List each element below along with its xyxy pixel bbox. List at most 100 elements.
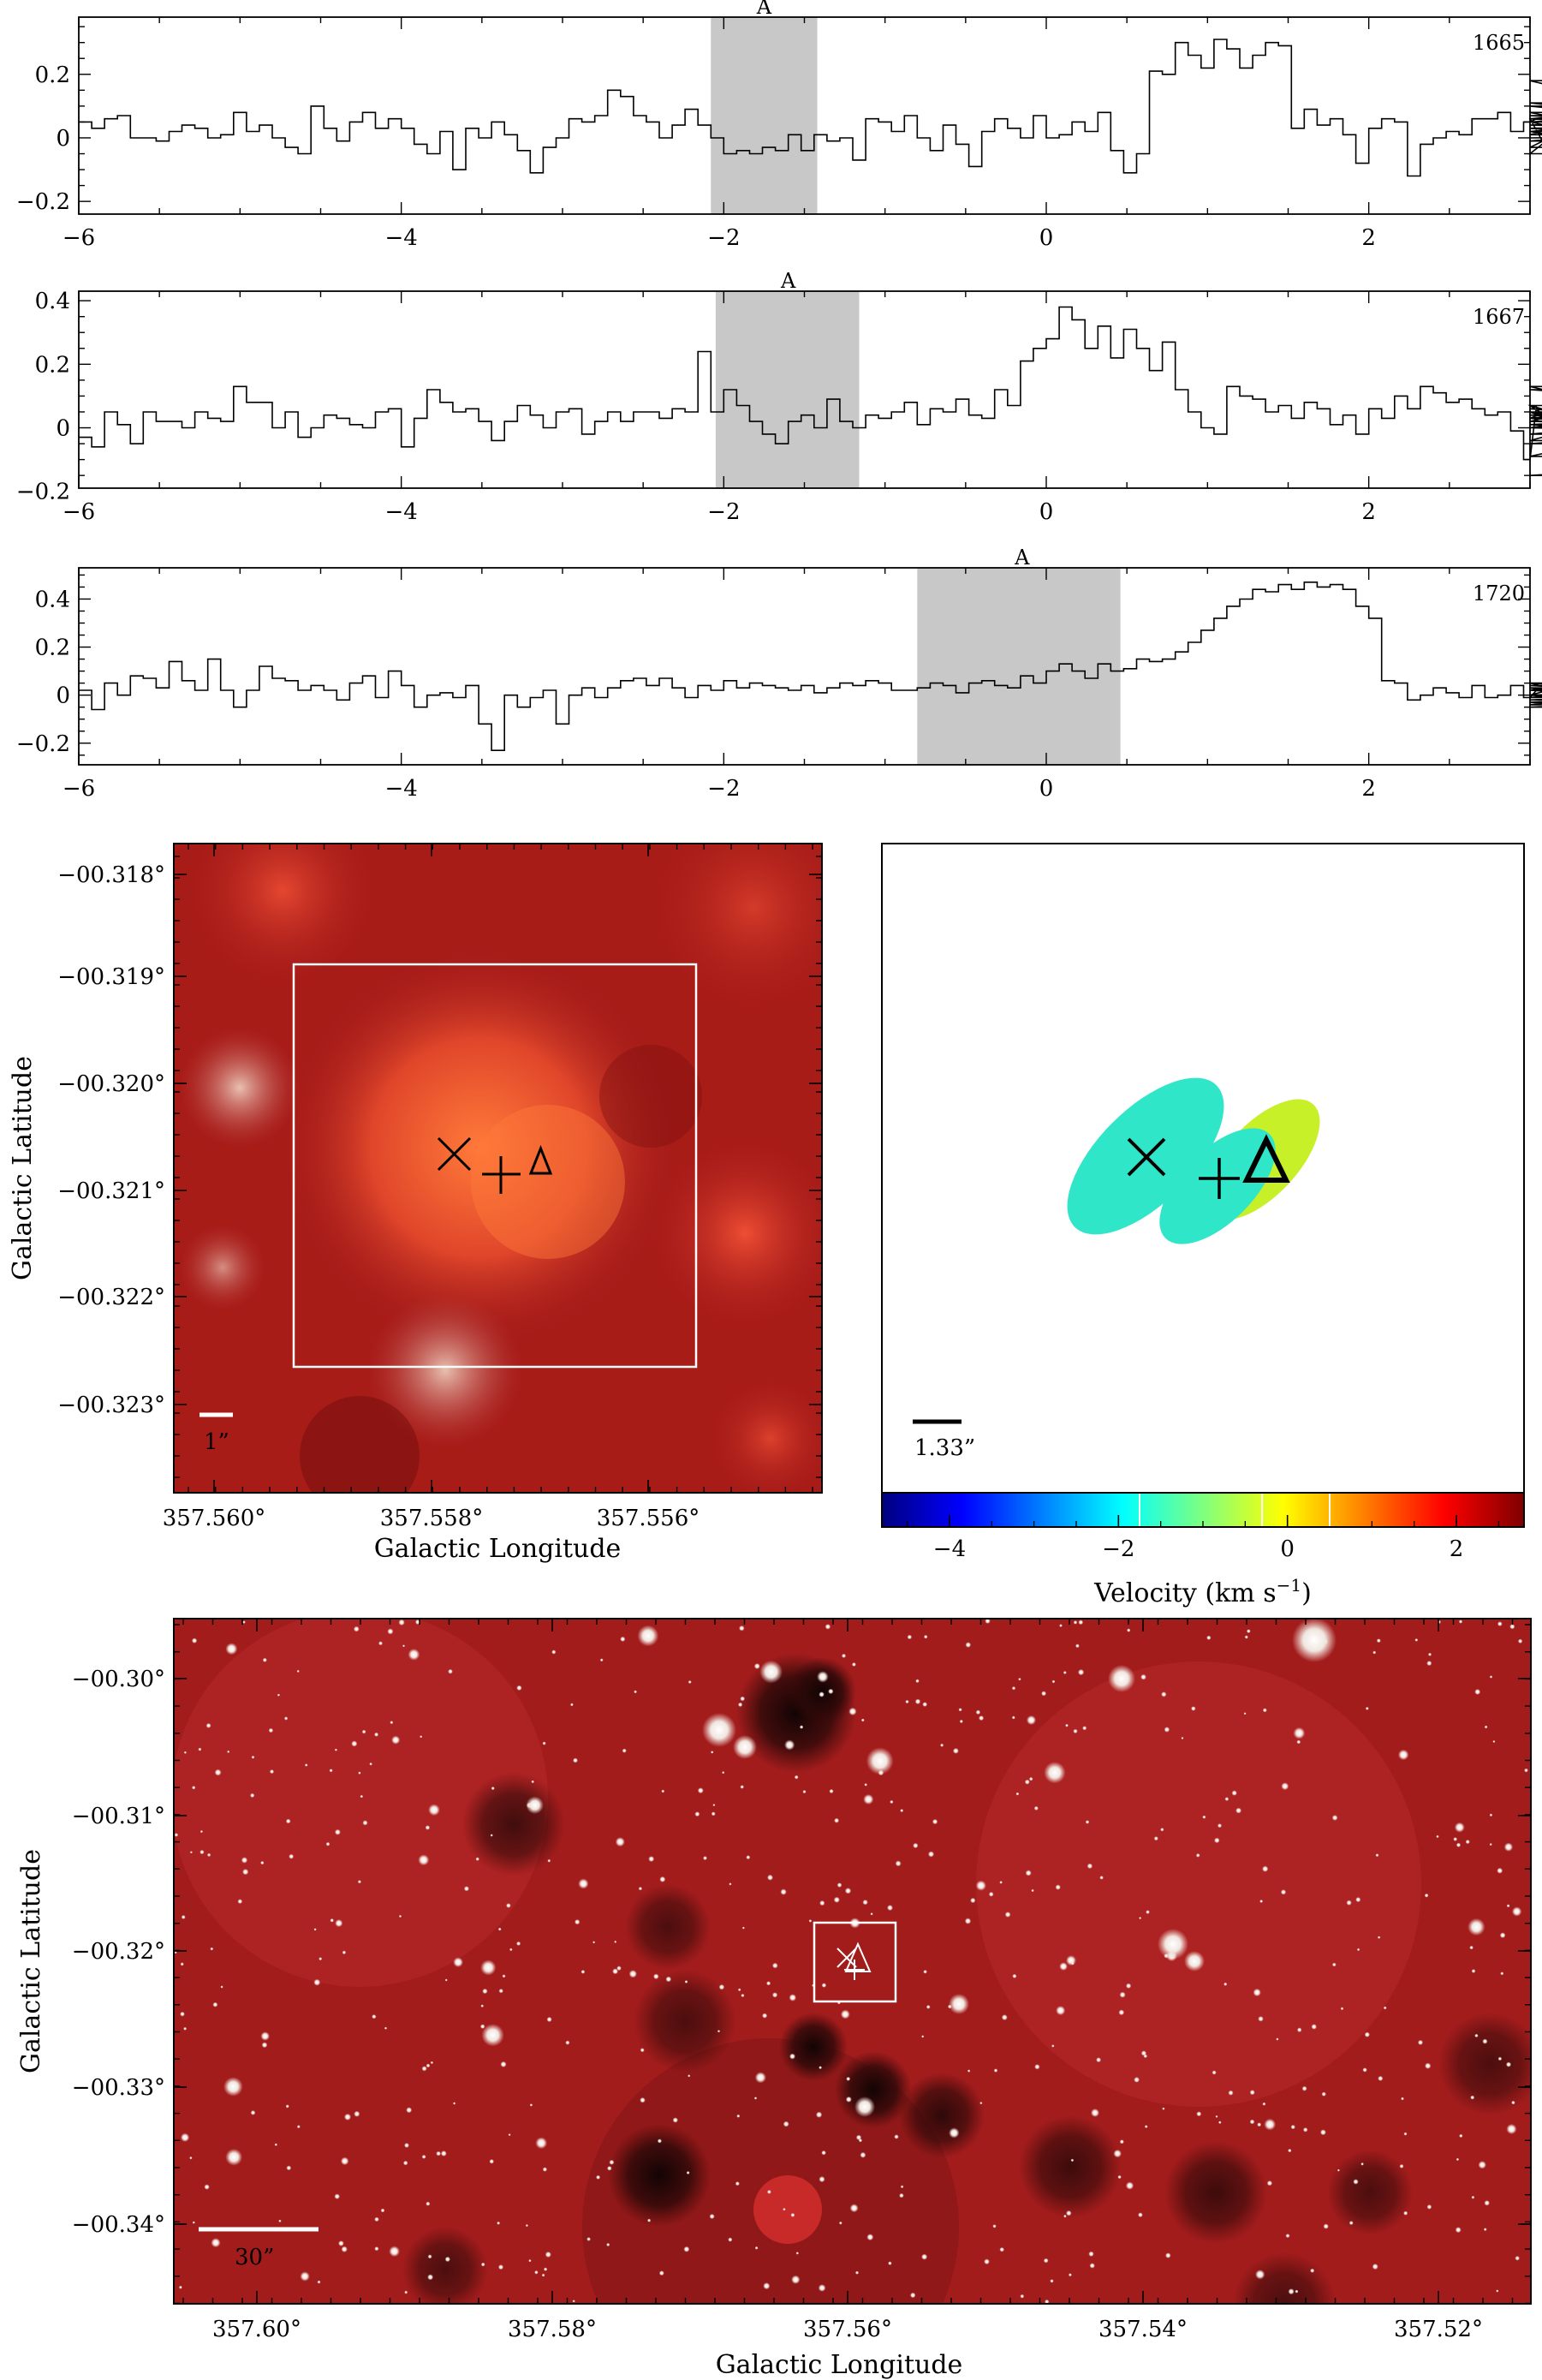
star	[887, 1905, 893, 1912]
x-tick-label: 357.558°	[380, 1506, 484, 1531]
star	[463, 1886, 470, 1892]
star	[498, 1989, 503, 1994]
star	[543, 2267, 548, 2271]
star	[784, 1739, 795, 1751]
star	[404, 2143, 409, 2148]
star	[1377, 1936, 1381, 1939]
spectrum-line-label: 1667	[1473, 305, 1525, 329]
star	[1051, 2044, 1055, 2048]
star	[1375, 1853, 1379, 1858]
star	[1056, 2006, 1066, 2016]
star	[819, 1900, 825, 1906]
star	[1506, 1904, 1510, 1908]
star	[1482, 2038, 1488, 2044]
star	[866, 1747, 894, 1775]
star	[794, 1775, 799, 1780]
star	[181, 1915, 186, 1919]
star	[490, 1834, 493, 1837]
star	[420, 1735, 423, 1739]
star	[1043, 2258, 1049, 2264]
star	[1478, 2161, 1486, 2169]
star	[647, 2218, 652, 2222]
star	[220, 1985, 223, 1989]
star	[684, 1980, 688, 1983]
star	[391, 1735, 401, 1745]
star	[206, 1852, 211, 1858]
star	[1262, 1708, 1267, 1713]
star	[516, 1941, 521, 1946]
star	[479, 2024, 485, 2029]
star	[958, 1708, 962, 1712]
star	[1012, 1973, 1017, 1978]
y-tick-label: −0.2	[16, 189, 70, 215]
star	[789, 2053, 795, 2060]
star	[1319, 2129, 1326, 2136]
star	[1217, 1823, 1223, 1828]
star	[999, 1881, 1003, 1884]
star	[1489, 1843, 1492, 1846]
star	[541, 2273, 545, 2277]
star	[815, 2111, 823, 2118]
star	[606, 2242, 610, 2247]
star	[341, 2246, 348, 2252]
star	[1018, 1678, 1021, 1681]
x-tick-label: −4	[385, 499, 418, 525]
star	[1085, 1820, 1090, 1824]
star	[1051, 1679, 1056, 1684]
star	[1378, 2075, 1384, 2081]
star	[497, 2264, 504, 2270]
star	[979, 2102, 983, 2105]
star	[1262, 2102, 1266, 2106]
star	[1026, 1715, 1037, 1726]
star	[860, 2151, 866, 2158]
star	[1524, 1768, 1528, 1773]
star	[783, 2208, 786, 2211]
star	[335, 1919, 343, 1928]
star	[899, 2192, 904, 2198]
star	[712, 1804, 716, 1807]
star	[1055, 1884, 1061, 1890]
star	[1470, 2095, 1475, 2100]
star	[180, 2132, 190, 2142]
ellipse-triangle-marker	[1242, 1134, 1290, 1183]
star	[1253, 1988, 1261, 1997]
star	[599, 1658, 604, 1662]
star	[754, 2072, 766, 2084]
star	[864, 1783, 867, 1786]
star	[1059, 1624, 1063, 1627]
y-tick-label: 0.2	[35, 352, 70, 378]
star	[329, 1769, 333, 1773]
star	[1011, 1715, 1015, 1720]
star	[1224, 1797, 1229, 1802]
star	[722, 1771, 725, 1775]
star	[1360, 2162, 1364, 2166]
star	[1355, 1897, 1361, 1903]
star	[683, 2246, 690, 2252]
star	[1506, 2123, 1517, 2135]
star	[1397, 1749, 1409, 1761]
zoom-map-axes: 357.560° 357.558° 357.556° −00.318° −00.319°…	[57, 844, 822, 1531]
star	[286, 2165, 292, 2171]
star	[578, 1878, 589, 1889]
star	[900, 1809, 904, 1813]
star	[1337, 2168, 1340, 2172]
star	[1455, 2227, 1462, 2234]
spectrum-line	[79, 582, 1542, 751]
star	[551, 1649, 557, 1655]
star	[819, 2176, 825, 2183]
wide-map-axes: 357.60° 357.58° 357.56° 357.54° 357.52° −00.3…	[72, 1619, 1531, 2342]
star	[1511, 2100, 1515, 2105]
star	[178, 2285, 182, 2289]
star	[870, 1912, 873, 1916]
star	[1511, 1906, 1522, 1917]
star	[661, 1789, 665, 1793]
star	[1499, 1932, 1506, 1939]
star	[214, 1769, 222, 1776]
y-tick-label: 0	[56, 683, 70, 709]
star	[1436, 1834, 1439, 1839]
star	[688, 1680, 692, 1684]
star	[921, 2253, 928, 2260]
star	[622, 1748, 627, 1753]
star	[1088, 2251, 1094, 2257]
star	[1138, 2212, 1143, 2218]
